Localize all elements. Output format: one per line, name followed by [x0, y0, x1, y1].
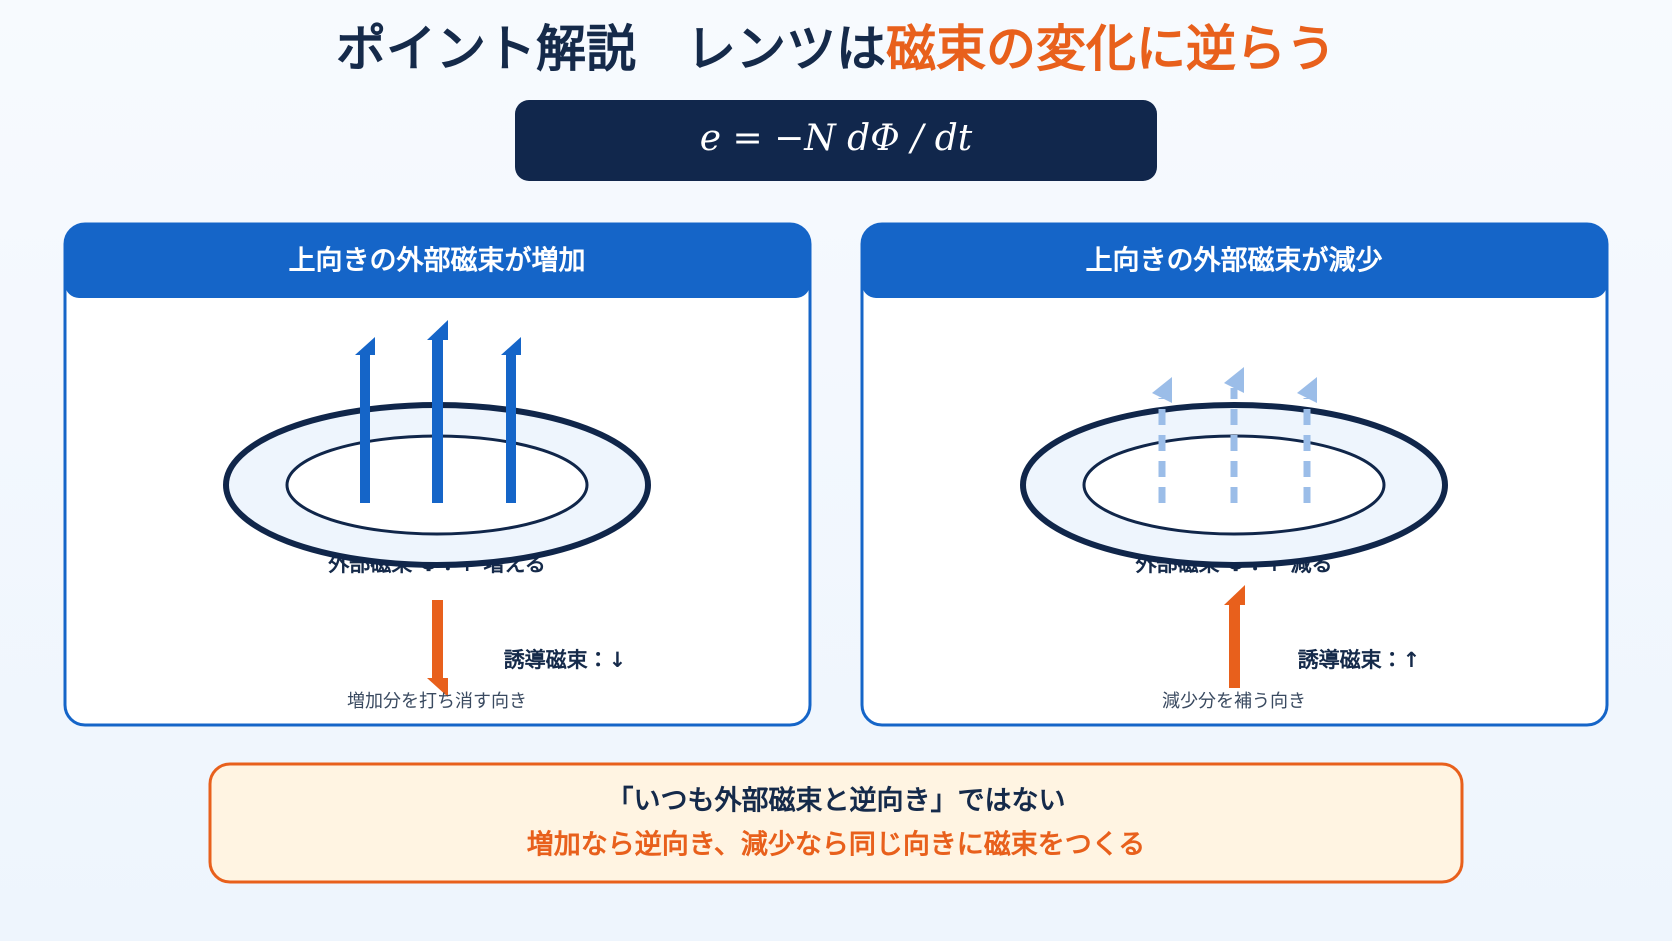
flux-arrow: [506, 355, 516, 503]
induced-label: 誘導磁束：↑: [1298, 648, 1421, 672]
title-lead: ポイント解説 レンツは: [336, 20, 886, 78]
footer-line2: 増加なら逆向き、減少なら同じ向きに磁束をつくる: [527, 829, 1146, 861]
formula-box: [515, 100, 1157, 181]
arrow-head: [1224, 585, 1245, 605]
arrow-head: [501, 337, 521, 355]
arrow-head: [355, 337, 375, 355]
external-flux-arrows: [1158, 388, 1311, 503]
panel-header: [65, 224, 810, 298]
caption: 減少分を補う向き: [1162, 691, 1306, 712]
formula: e = −N dΦ / dt: [700, 118, 973, 159]
title: ポイント解説 レンツは磁束の変化に逆らう: [336, 20, 1336, 78]
arrow-head: [427, 678, 448, 697]
caption: 増加分を打ち消す向き: [347, 691, 527, 712]
title-highlight: 磁束の変化に逆らう: [886, 20, 1336, 78]
arrow-head: [1297, 377, 1317, 403]
arrow-head: [1152, 377, 1172, 403]
flux-arrow-heads: [1152, 367, 1317, 403]
external-flux-arrows: [355, 320, 521, 503]
panel-increase: 上向きの外部磁束が増加 外部磁束 Φ：↑ 増える 誘導磁束：↓ 増加分を打ち消す…: [63, 222, 812, 727]
footer-box: [208, 762, 1464, 884]
panel-header: [862, 224, 1607, 298]
induced-arrow: [432, 600, 443, 678]
panel-title: 上向きの外部磁束が増加: [289, 245, 586, 277]
induced-label: 誘導磁束：↓: [504, 648, 627, 672]
panel-decrease: 上向きの外部磁束が減少 外部磁束 Φ：↑ 減る 誘導磁束：↑ 減少分を補う向き: [860, 222, 1609, 727]
arrow-head: [427, 320, 448, 340]
flux-arrow: [360, 355, 370, 503]
flux-arrow: [432, 340, 443, 503]
panel-title: 上向きの外部磁束が減少: [1086, 245, 1383, 277]
footer-line1: 「いつも外部磁束と逆向き」ではない: [607, 785, 1066, 817]
induced-arrow: [1229, 605, 1240, 688]
arrow-head: [1224, 367, 1244, 393]
